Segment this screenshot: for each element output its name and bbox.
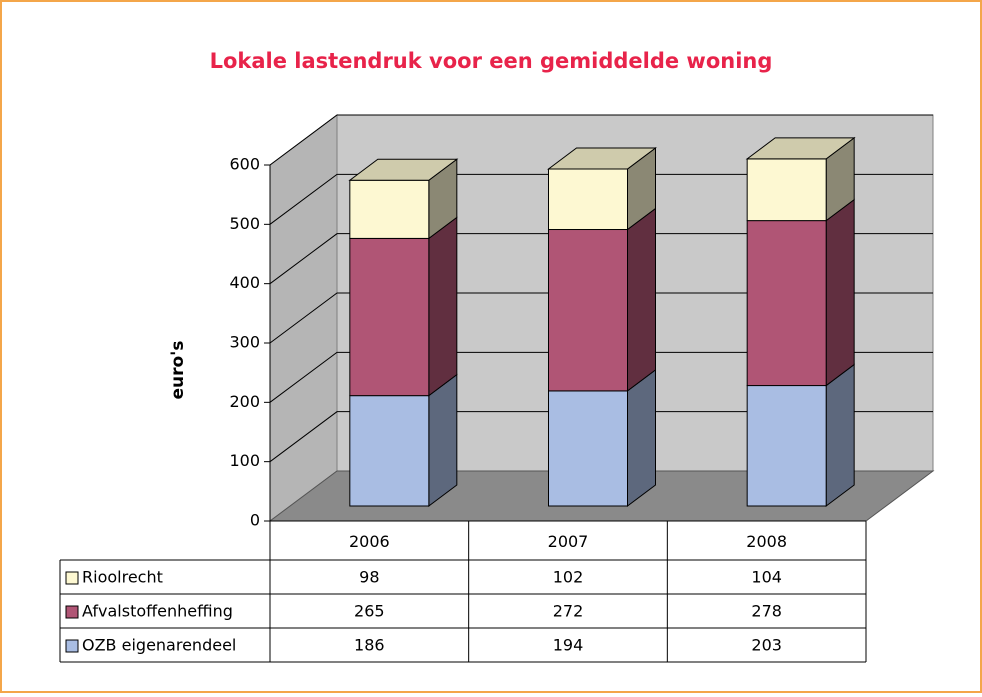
legend-swatch	[65, 605, 79, 619]
bar	[548, 229, 628, 392]
bar-top	[547, 147, 657, 170]
legend-swatch	[65, 571, 79, 585]
table-value: 265	[354, 602, 385, 621]
x-tick-label: 2008	[746, 532, 787, 551]
bar	[746, 220, 827, 387]
bar	[548, 168, 628, 231]
table-value: 194	[553, 636, 584, 655]
legend-label: Rioolrecht	[82, 568, 163, 587]
bar-side	[825, 198, 855, 387]
bar-top	[348, 158, 459, 181]
y-tick-label: 600	[229, 155, 260, 174]
y-tick-label: 100	[229, 451, 260, 470]
legend-swatch	[65, 639, 79, 653]
grid-line	[269, 114, 933, 166]
bar-side	[825, 363, 855, 507]
x-tick-label: 2006	[349, 532, 390, 551]
table-value: 104	[751, 568, 782, 587]
legend-label: OZB eigenarendeel	[82, 636, 236, 655]
bar-side	[627, 207, 656, 392]
chart-title: Lokale lastendruk voor een gemiddelde wo…	[210, 49, 773, 73]
grid-line	[269, 411, 933, 463]
bar-side	[428, 216, 458, 397]
grid-line	[269, 173, 933, 225]
table-value: 203	[751, 636, 782, 655]
bar-top	[745, 137, 856, 160]
grid-line	[269, 233, 933, 285]
y-tick-label: 500	[229, 214, 260, 233]
y-tick-label: 400	[229, 273, 260, 292]
legend-label: Afvalstoffenheffing	[82, 602, 233, 621]
bar-side	[627, 368, 656, 507]
bar-side	[428, 373, 458, 507]
grid-line	[269, 351, 933, 403]
y-tick-label: 300	[229, 333, 260, 352]
bar	[746, 385, 827, 507]
bar	[349, 395, 430, 507]
grid-line	[269, 292, 933, 344]
table-value: 102	[553, 568, 584, 587]
x-tick-label: 2007	[548, 532, 589, 551]
bar	[349, 237, 430, 397]
y-tick-label: 200	[229, 392, 260, 411]
bar	[349, 179, 430, 239]
table-value: 272	[553, 602, 584, 621]
y-axis-label: euro's	[168, 340, 188, 399]
table-value: 186	[354, 636, 385, 655]
table-value: 98	[359, 568, 379, 587]
table-value: 278	[751, 602, 782, 621]
bar	[548, 390, 628, 507]
bar	[746, 158, 827, 222]
y-tick-label: 0	[250, 511, 260, 530]
